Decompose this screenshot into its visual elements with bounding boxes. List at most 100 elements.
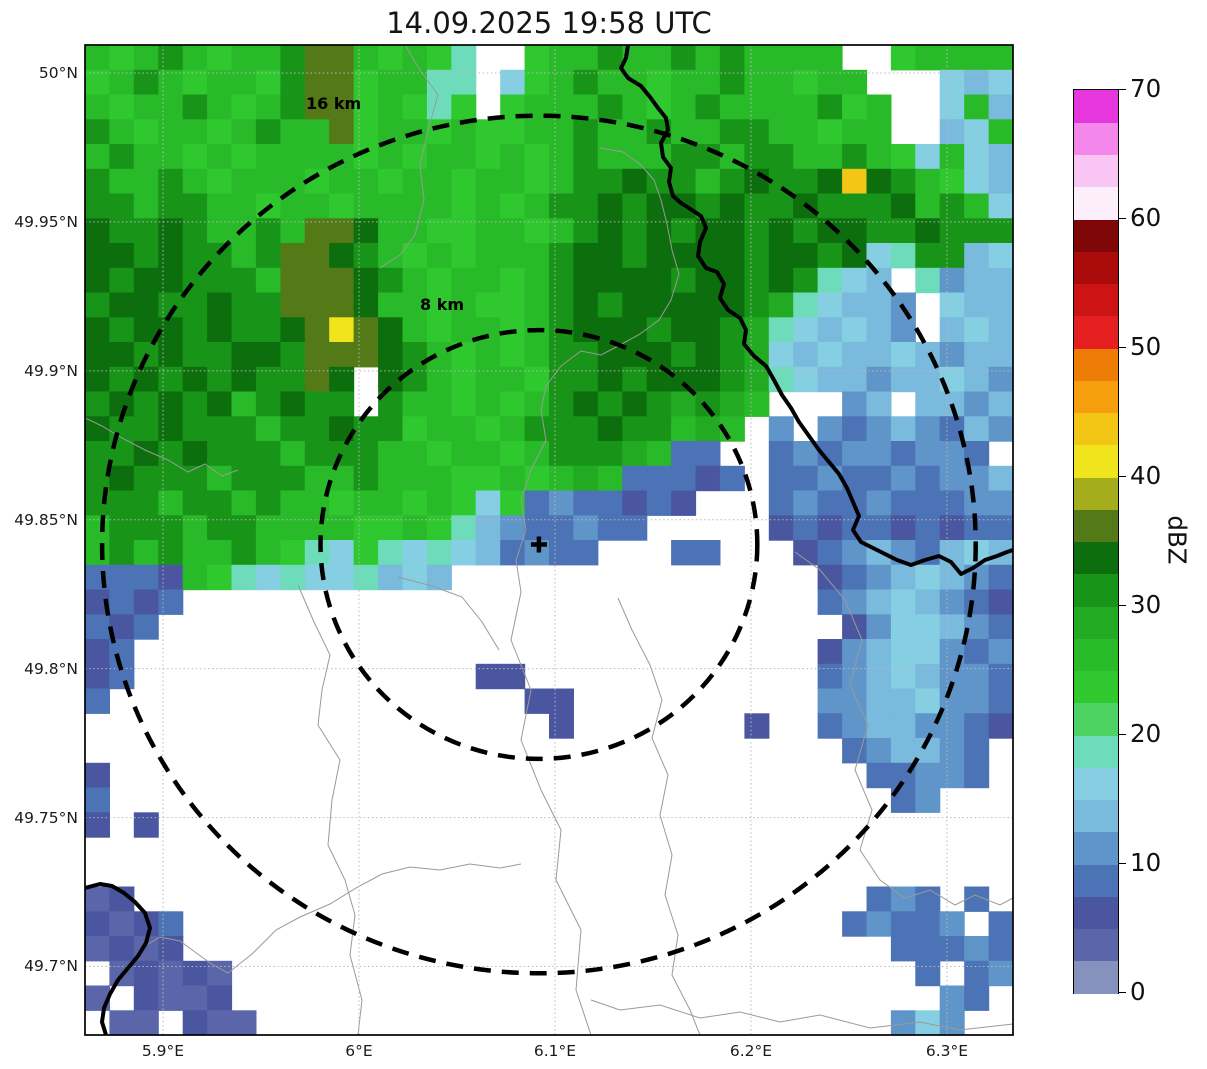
radar-cell bbox=[597, 465, 623, 492]
radar-cell bbox=[304, 45, 330, 71]
radar-cell bbox=[573, 267, 599, 294]
radar-cell bbox=[158, 391, 184, 417]
radar-cell bbox=[622, 292, 648, 318]
lat-tick-label: 49.95°N bbox=[14, 212, 78, 231]
radar-cell bbox=[304, 465, 330, 492]
radar-cell bbox=[500, 168, 526, 195]
radar-cell bbox=[182, 94, 208, 120]
colorbar-tick-label: 70 bbox=[1130, 74, 1162, 103]
radar-cell bbox=[842, 713, 868, 739]
radar-cell bbox=[939, 243, 965, 269]
radar-cell bbox=[475, 193, 501, 219]
radar-cell bbox=[988, 119, 1013, 145]
radar-cell bbox=[255, 540, 281, 566]
radar-cell bbox=[255, 391, 281, 417]
radar-cell bbox=[964, 45, 990, 71]
admin-boundary-line bbox=[379, 45, 439, 269]
radar-cell bbox=[402, 243, 428, 269]
radar-cell bbox=[426, 193, 452, 219]
radar-cell bbox=[280, 267, 306, 294]
radar-cell bbox=[329, 267, 355, 294]
radar-cell bbox=[109, 936, 135, 962]
radar-cell bbox=[768, 342, 794, 368]
radar-cell bbox=[402, 317, 428, 343]
radar-cell bbox=[353, 94, 379, 120]
radar-cell bbox=[988, 416, 1013, 442]
colorbar-segment bbox=[1074, 412, 1118, 446]
radar-cell bbox=[988, 342, 1013, 368]
radar-cell bbox=[817, 490, 843, 516]
radar-cell bbox=[280, 218, 306, 244]
radar-cell bbox=[890, 144, 916, 170]
radar-cell bbox=[133, 812, 159, 838]
radar-cell bbox=[304, 515, 330, 541]
radar-cell bbox=[524, 267, 550, 294]
radar-cell bbox=[207, 267, 233, 294]
radar-cell bbox=[280, 69, 306, 96]
radar-cell bbox=[817, 663, 843, 690]
radar-cell bbox=[988, 144, 1013, 170]
radar-cell bbox=[207, 391, 233, 417]
radar-cell bbox=[158, 119, 184, 145]
radar-cell bbox=[304, 317, 330, 343]
radar-cell bbox=[304, 193, 330, 219]
colorbar-tick-label: 30 bbox=[1130, 590, 1162, 619]
radar-cell bbox=[304, 441, 330, 467]
radar-cell bbox=[939, 317, 965, 343]
radar-cell bbox=[329, 564, 355, 591]
radar-cell bbox=[842, 441, 868, 467]
radar-cell bbox=[109, 119, 135, 145]
radar-cell bbox=[231, 540, 257, 566]
radar-cell bbox=[280, 490, 306, 516]
radar-cell bbox=[85, 812, 110, 838]
radar-cell bbox=[255, 267, 281, 294]
radar-cell bbox=[573, 168, 599, 195]
radar-cell bbox=[744, 45, 770, 71]
radar-cell bbox=[988, 515, 1013, 541]
radar-cell bbox=[573, 69, 599, 96]
radar-cell bbox=[133, 193, 159, 219]
radar-cell bbox=[133, 614, 159, 640]
radar-cell bbox=[866, 342, 892, 368]
radar-cell bbox=[842, 292, 868, 318]
radar-cell bbox=[158, 490, 184, 516]
radar-cell bbox=[353, 564, 379, 591]
radar-cell bbox=[646, 317, 672, 343]
radar-cell bbox=[573, 45, 599, 71]
admin-boundary-line bbox=[297, 584, 363, 1035]
radar-cell bbox=[793, 342, 819, 368]
radar-cell bbox=[255, 441, 281, 467]
radar-cell bbox=[793, 490, 819, 516]
radar-cell bbox=[280, 45, 306, 71]
colorbar-segment bbox=[1074, 541, 1118, 575]
radar-cell bbox=[133, 218, 159, 244]
radar-cell bbox=[964, 391, 990, 417]
radar-cell bbox=[939, 441, 965, 467]
colorbar-tick-label: 50 bbox=[1130, 332, 1162, 361]
radar-cell bbox=[695, 441, 721, 467]
radar-cell bbox=[109, 243, 135, 269]
radar-cell bbox=[793, 243, 819, 269]
radar-cell bbox=[109, 342, 135, 368]
radar-cell bbox=[671, 267, 697, 294]
radar-cell bbox=[768, 193, 794, 219]
colorbar-segment bbox=[1074, 638, 1118, 671]
radar-cell bbox=[817, 589, 843, 615]
radar-cell bbox=[85, 94, 110, 120]
radar-cell bbox=[817, 119, 843, 145]
radar-cell bbox=[695, 94, 721, 120]
radar-cell bbox=[695, 317, 721, 343]
radar-cell bbox=[255, 292, 281, 318]
radar-cell bbox=[842, 94, 868, 120]
radar-cell bbox=[231, 490, 257, 516]
colorbar-tick-label: 10 bbox=[1130, 848, 1162, 877]
radar-cell bbox=[329, 317, 355, 343]
radar-cell bbox=[207, 292, 233, 318]
radar-cell bbox=[768, 243, 794, 269]
radar-cell bbox=[964, 94, 990, 120]
radar-cell bbox=[182, 490, 208, 516]
radar-cell bbox=[304, 144, 330, 170]
radar-cell bbox=[622, 515, 648, 541]
colorbar-segment bbox=[1074, 251, 1118, 284]
radar-cell bbox=[768, 416, 794, 442]
